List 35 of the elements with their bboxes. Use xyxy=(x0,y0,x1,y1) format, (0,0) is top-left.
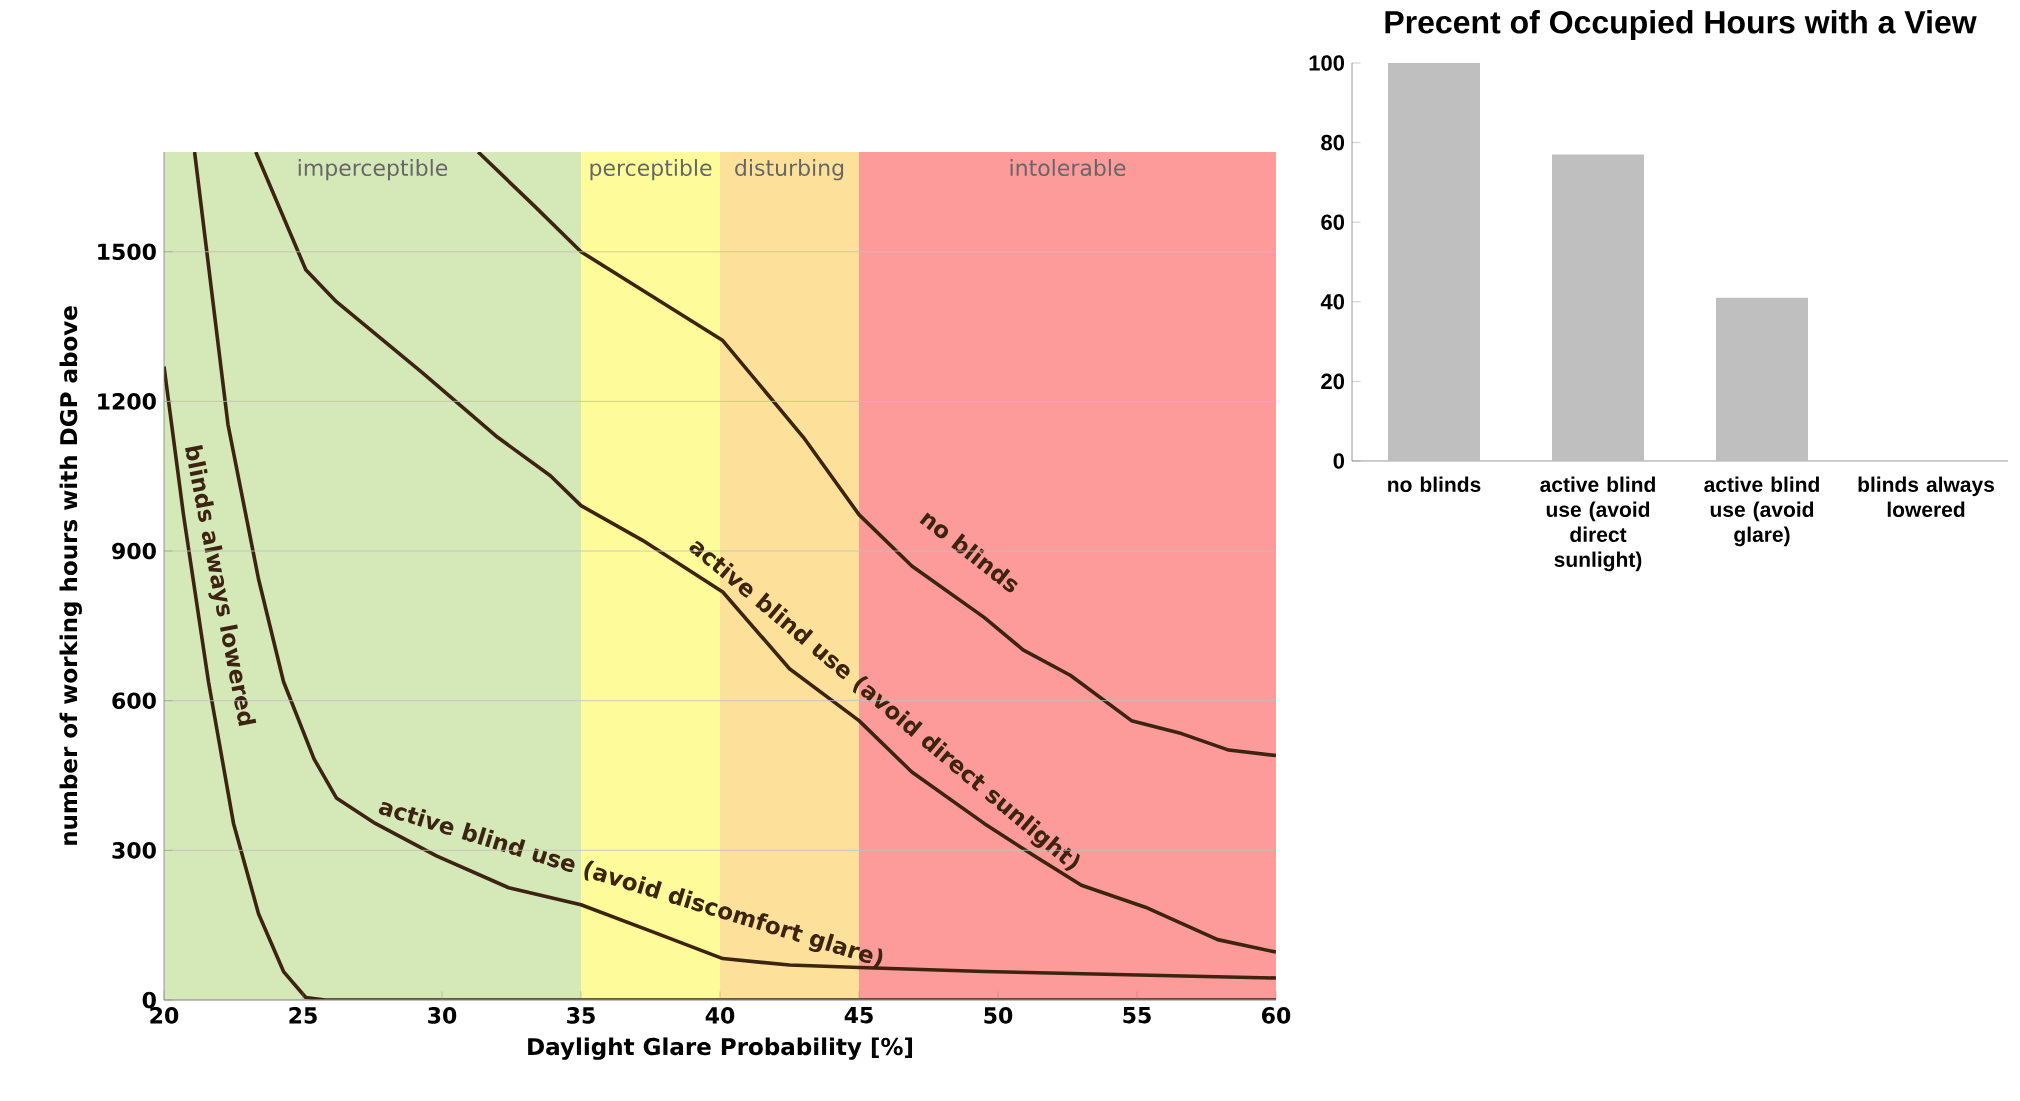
y-tick-label: 0 xyxy=(1333,453,1345,469)
x-tick-label: 45 xyxy=(844,1007,873,1024)
bar xyxy=(1716,297,1809,461)
y-tick-label: 60 xyxy=(1321,214,1345,230)
x-tick-label: 50 xyxy=(984,1007,1013,1024)
y-tick-label: 600 xyxy=(112,692,156,710)
y-tick-label: 40 xyxy=(1320,294,1345,310)
band-label: intolerable xyxy=(1010,159,1126,177)
y-tick-label: 1200 xyxy=(98,393,156,410)
x-tick-label: no blinds xyxy=(1388,476,1481,493)
y-tick-label: 20 xyxy=(1321,373,1345,390)
x-tick-label: blinds always lowered xyxy=(1858,476,1995,518)
y-tick-label: 0 xyxy=(142,991,156,1009)
x-tick-label: 20 xyxy=(150,1007,179,1024)
band-label: perceptible xyxy=(590,159,712,181)
y-tick-label: 1500 xyxy=(98,243,156,261)
band-label: imperceptible xyxy=(298,159,448,181)
band-label: disturbing xyxy=(735,159,844,181)
x-tick-label: active blind use (avoid glare) xyxy=(1704,476,1819,547)
x-tick-label: 40 xyxy=(705,1007,735,1024)
x-axis-title: Daylight Glare Probability [%] xyxy=(528,1037,913,1060)
y-tick-label: 900 xyxy=(112,542,156,560)
x-tick-label: 35 xyxy=(567,1007,595,1024)
y-tick-label: 300 xyxy=(112,842,156,859)
x-tick-label: 30 xyxy=(428,1007,457,1024)
x-tick-label: 60 xyxy=(1262,1007,1291,1024)
y-tick-label: 100 xyxy=(1309,55,1345,71)
y-tick-label: 80 xyxy=(1321,134,1345,151)
x-tick-label: active blind use (avoid direct sunlight) xyxy=(1540,476,1655,572)
x-tick-label: 55 xyxy=(1123,1007,1151,1024)
x-tick-label: 25 xyxy=(289,1007,317,1024)
y-axis-title: number of working hours with DGP above xyxy=(59,306,82,845)
chart-title: Precent of Occupied Hours with a View xyxy=(1385,10,1977,40)
bar xyxy=(1552,154,1645,461)
bar xyxy=(1388,62,1481,461)
